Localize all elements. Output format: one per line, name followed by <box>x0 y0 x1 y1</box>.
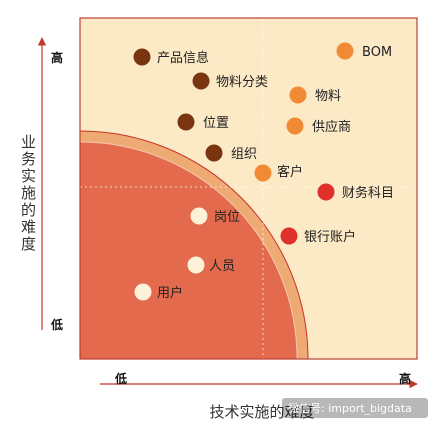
item-wuliao-fenlei: 物料分类 <box>192 72 268 90</box>
middle-arc-line <box>79 130 309 360</box>
item-label: 岗位 <box>214 210 240 225</box>
item-dot <box>336 42 354 60</box>
chart-frame <box>79 17 418 360</box>
item-label: BOM <box>362 45 392 60</box>
watermark-text: 微信号: import_bigdata <box>288 401 412 415</box>
item-dot <box>190 207 208 225</box>
item-label: 组织 <box>231 147 257 162</box>
x-axis-high-label: 高 <box>399 371 411 386</box>
item-label: 产品信息 <box>157 50 209 66</box>
x-axis-title: 技术实施的难度 <box>209 403 314 421</box>
inner-arc-line <box>79 141 298 360</box>
y-axis-low-label: 低 <box>50 317 63 332</box>
item-renyuan: 人员 <box>187 256 235 274</box>
item-dot <box>177 113 195 131</box>
y-axis-title: 业务实施的难度 <box>19 134 37 253</box>
item-yonghu: 用户 <box>134 283 183 301</box>
item-dot <box>254 164 272 182</box>
y-axis-high-label: 高 <box>51 50 63 65</box>
item-zuzhi: 组织 <box>205 144 257 162</box>
x-axis-low-label: 低 <box>114 371 127 386</box>
item-label: 供应商 <box>312 119 351 135</box>
item-bom: BOM <box>336 42 392 60</box>
item-dot <box>134 283 152 301</box>
item-caiwu-kemu: 财务科目 <box>317 183 394 201</box>
watermark-backdrop <box>282 398 428 418</box>
inner-zone <box>80 142 297 359</box>
item-dot <box>187 256 205 274</box>
item-gongyingshang: 供应商 <box>286 117 351 135</box>
item-weizhi: 位置 <box>177 113 229 131</box>
item-label: 客户 <box>277 164 303 180</box>
item-gangwei: 岗位 <box>190 207 240 225</box>
item-dot <box>289 86 307 104</box>
watermark: 微信号: import_bigdata <box>282 398 428 418</box>
item-label: 用户 <box>157 285 183 301</box>
item-chanpin-xinxi: 产品信息 <box>133 48 209 66</box>
item-yinhang-zhanghu: 银行账户 <box>280 227 356 245</box>
item-dot <box>205 144 223 162</box>
item-dot <box>317 183 335 201</box>
item-kehu: 客户 <box>254 164 303 182</box>
item-dot <box>286 117 304 135</box>
item-dot <box>133 48 151 66</box>
item-label: 财务科目 <box>342 185 394 201</box>
item-wuliao: 物料 <box>289 86 341 104</box>
item-dot <box>192 72 210 90</box>
item-label: 银行账户 <box>304 229 356 245</box>
item-dot <box>280 227 298 245</box>
item-label: 物料分类 <box>216 75 268 90</box>
item-label: 物料 <box>315 89 341 104</box>
item-label: 位置 <box>203 116 229 131</box>
item-label: 人员 <box>209 259 235 274</box>
